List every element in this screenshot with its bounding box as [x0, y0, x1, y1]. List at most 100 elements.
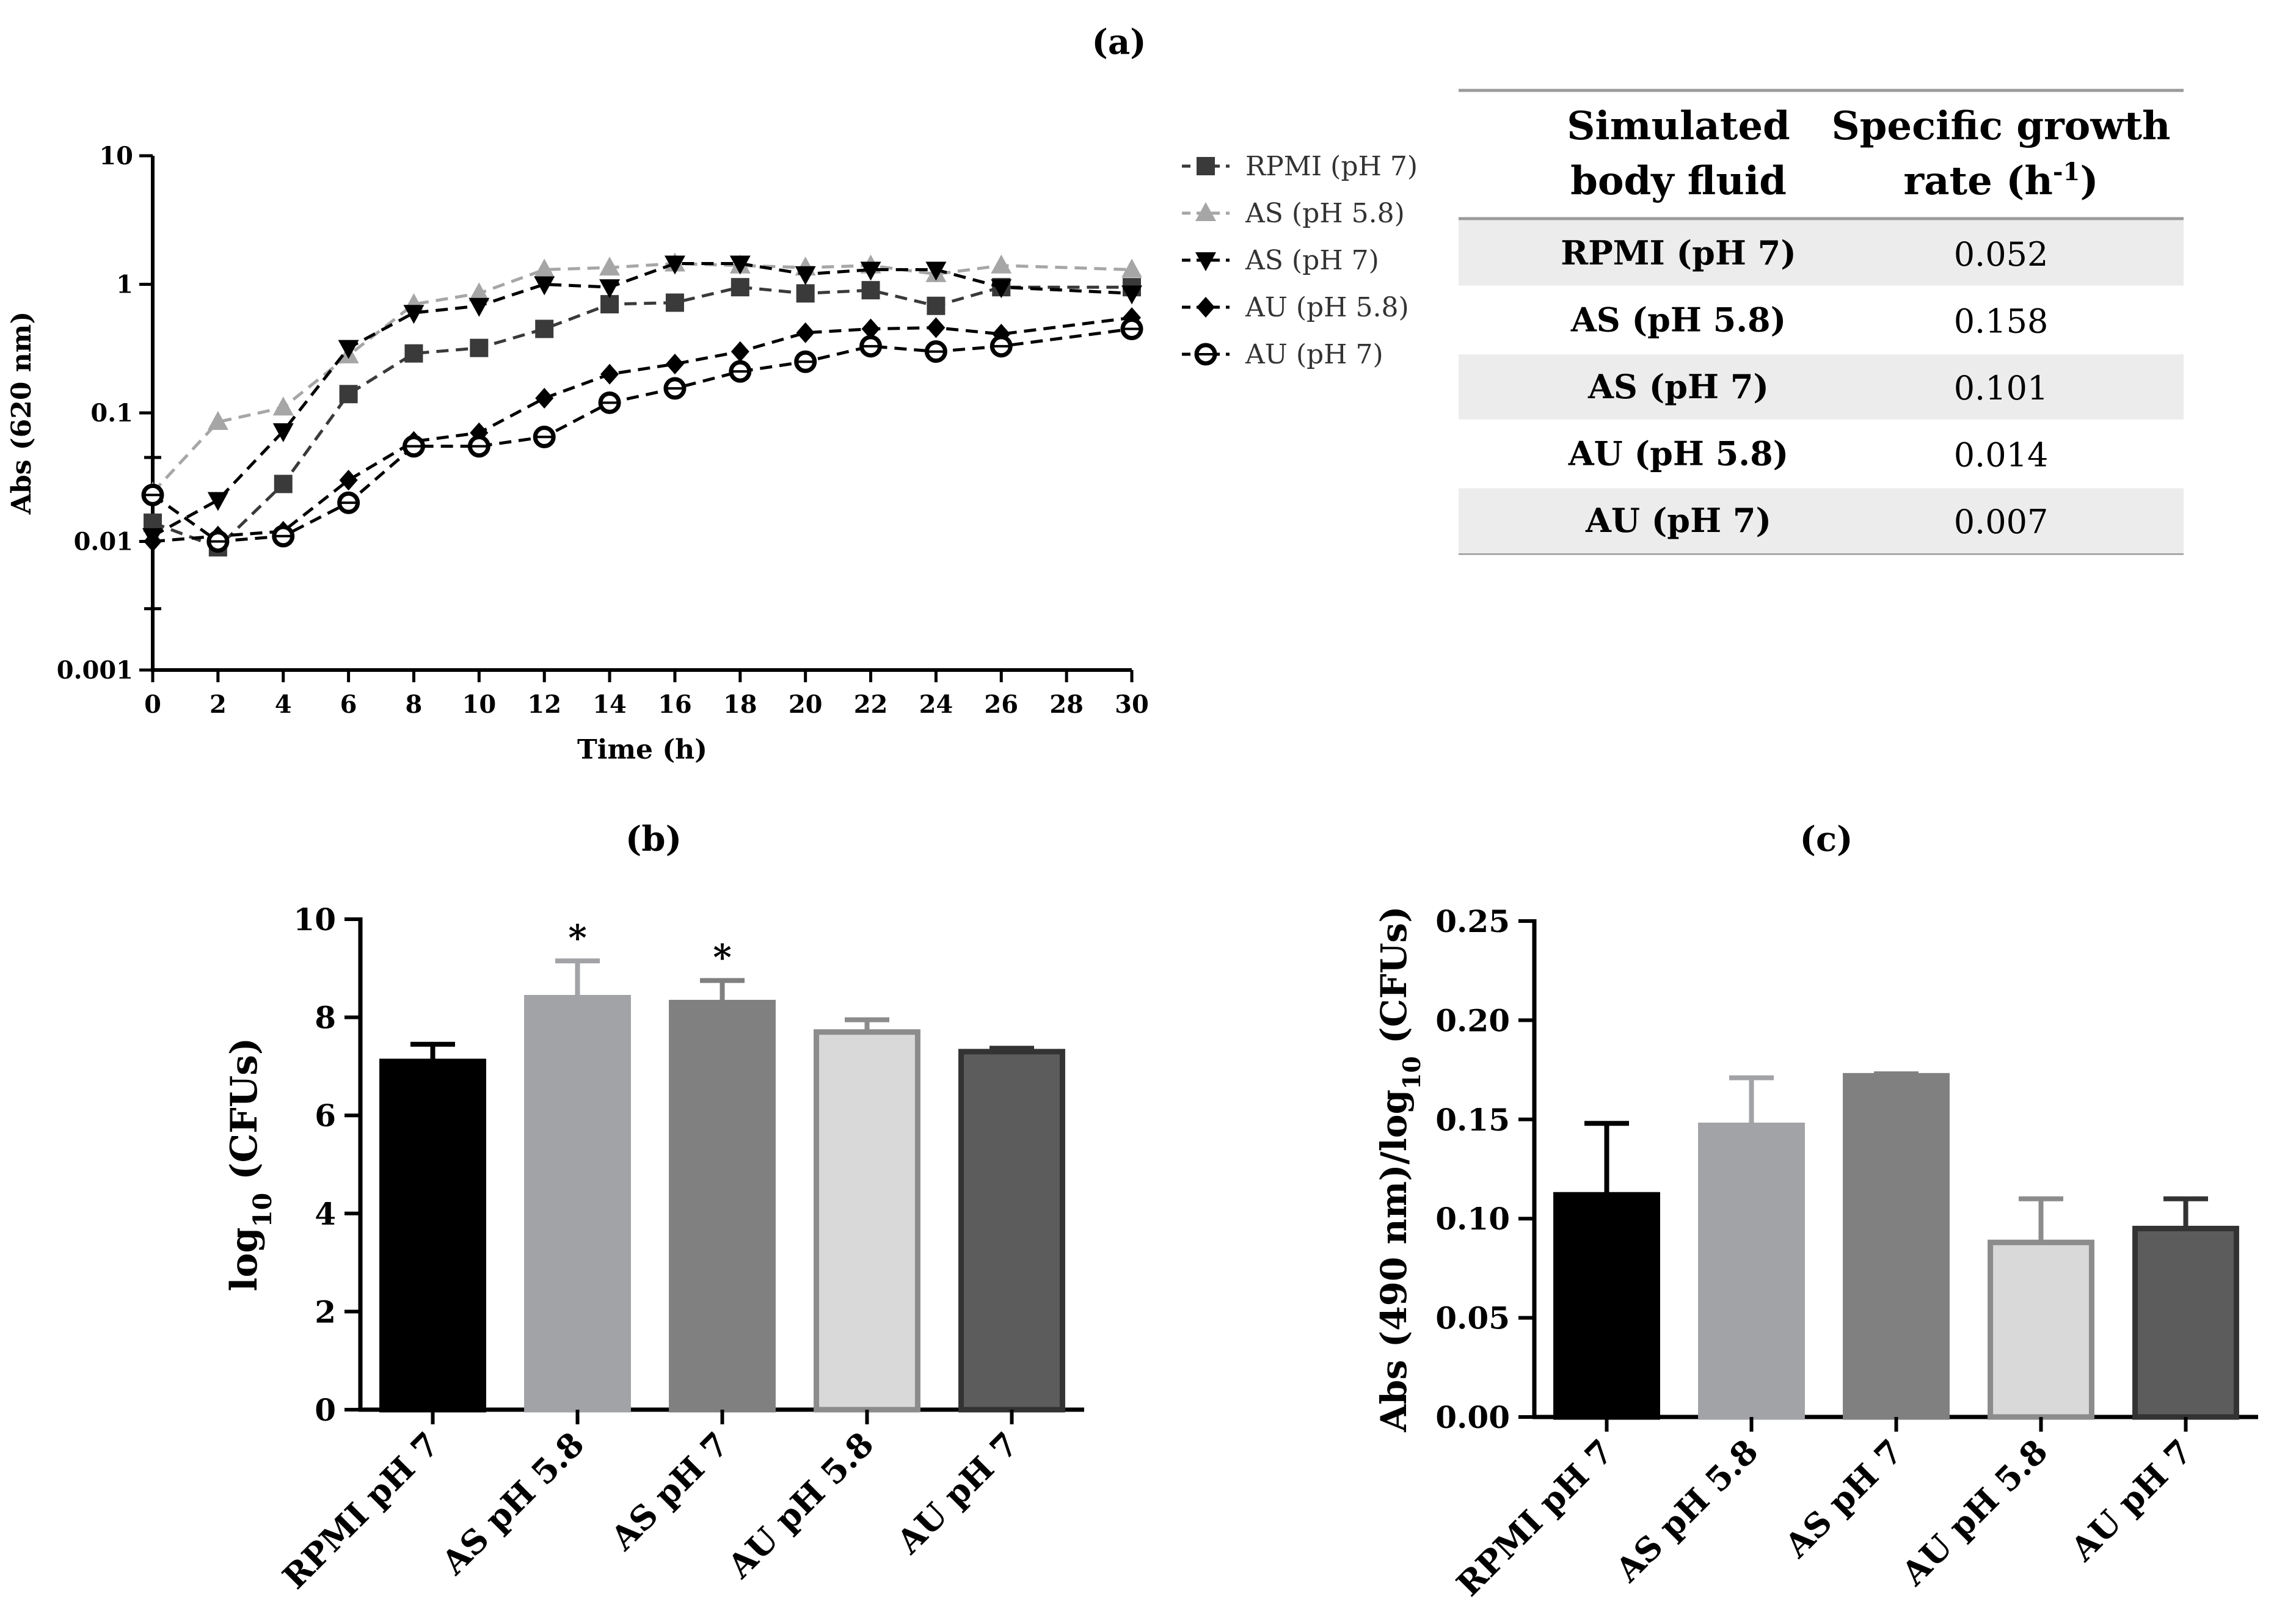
data-point: [534, 258, 555, 278]
legend-label: AU (pH 7): [1245, 339, 1383, 370]
bar: [2132, 1225, 2239, 1420]
data-point: [274, 475, 293, 494]
table-cell-rate: 0.014: [1954, 436, 2049, 475]
y-tick-label: 0: [315, 1392, 336, 1428]
y-tick-label: 6: [315, 1098, 336, 1134]
series-4: [141, 317, 1143, 553]
x-tick-label: AS pH 5.8: [1608, 1432, 1766, 1590]
x-tick-label: AU pH 7: [889, 1424, 1026, 1562]
y-title-subscript: 10: [1398, 1056, 1426, 1090]
data-point: [535, 388, 554, 409]
rate-unit-text: rate (h: [1903, 158, 2053, 204]
table-row-stripe: [1459, 488, 2184, 553]
data-point: [272, 423, 294, 443]
bar: [1553, 1192, 1660, 1420]
table-row: AS (pH 5.8) 0.158: [1570, 300, 2048, 340]
y-title-main: log: [223, 1228, 266, 1292]
data-point: [927, 317, 946, 338]
data-point: [1121, 285, 1142, 305]
series-line: [151, 262, 1132, 494]
table-cell-rate: 0.158: [1954, 302, 2049, 340]
legend-item: AS (pH 5.8): [1182, 198, 1405, 229]
table-header-fluid-line1: Simulated: [1567, 103, 1790, 149]
data-point: [468, 282, 490, 302]
series-line: [151, 327, 1132, 544]
legend-item: RPMI (pH 7): [1182, 151, 1418, 182]
table-cell-rate: 0.007: [1954, 503, 2049, 541]
data-point: [535, 319, 554, 338]
data-point: [207, 492, 228, 511]
data-point: [991, 254, 1012, 274]
x-axis-title: Time (h): [577, 734, 707, 765]
x-tick-label: 4: [275, 690, 292, 719]
bar-group: RPMI pH 7: [1449, 1121, 1660, 1604]
series-line: [151, 262, 1132, 537]
data-point: [1121, 258, 1142, 278]
x-tick-label: 8: [406, 690, 423, 719]
x-tick-label: 14: [592, 690, 627, 719]
y-axis-title: Abs (620 nm): [6, 311, 37, 515]
y-tick-label: 0.25: [1435, 903, 1510, 939]
data-point: [468, 297, 490, 317]
data-point: [665, 293, 684, 312]
y-tick-label: 0.10: [1435, 1201, 1510, 1237]
x-tick-label: AS pH 7: [603, 1424, 737, 1558]
x-tick-label: AU pH 5.8: [1893, 1432, 2055, 1594]
table-cell-rate: 0.101: [1954, 369, 2049, 407]
y-axis-title: log10 (CFUs): [223, 1038, 277, 1292]
y-tick-label: 10: [293, 902, 336, 938]
table-cell-fluid: AU (pH 7): [1585, 501, 1771, 540]
y-title-tail: (CFUs): [223, 1038, 266, 1193]
x-tick-label: 0: [144, 690, 161, 719]
y-tick-label: 0.1: [90, 399, 133, 428]
data-point: [403, 305, 425, 324]
y-title-tail: (CFUs): [1373, 906, 1415, 1056]
legend-marker: [1197, 297, 1215, 318]
x-tick-label: 12: [527, 690, 561, 719]
y-tick-label: 0.00: [1435, 1399, 1510, 1435]
x-tick-label: 18: [723, 690, 757, 719]
data-point: [600, 363, 619, 385]
x-tick-label: 16: [658, 690, 692, 719]
data-point: [338, 340, 359, 359]
data-point: [731, 278, 749, 297]
table-header-fluid-line2: body fluid: [1570, 158, 1787, 204]
data-point: [664, 255, 685, 275]
panel-c-plot-area: 0.00 0.05 0.10 0.15 0.20 0.25 RPMI pH 7AS pH 5…: [1373, 903, 2258, 1604]
table-header-rate-line2: rate (h-1): [1903, 158, 2098, 205]
legend-label: AU (pH 5.8): [1245, 292, 1409, 323]
significance-marker: *: [568, 917, 586, 958]
data-point: [144, 531, 162, 552]
data-point: [927, 296, 946, 315]
data-point: [470, 338, 489, 357]
data-point: [272, 396, 294, 416]
table-cell-fluid: AU (pH 5.8): [1568, 434, 1788, 473]
panel-b-label: (b): [625, 819, 682, 859]
data-point: [861, 318, 880, 340]
bar-group: RPMI pH 7: [275, 1041, 486, 1597]
x-tick-label: AU pH 5.8: [720, 1424, 881, 1586]
bar: [669, 1000, 776, 1413]
x-tick-label: AU pH 7: [2063, 1432, 2200, 1569]
bar: [524, 994, 631, 1413]
legend-item: AS (pH 7): [1182, 245, 1379, 276]
x-tick-label: 28: [1049, 690, 1084, 719]
x-tick-label: 20: [789, 690, 823, 719]
legend-item: AU (pH 5.8): [1182, 292, 1409, 323]
bar: [1698, 1123, 1805, 1420]
x-tick-label: 30: [1115, 690, 1149, 719]
rate-unit-superscript: -1: [2053, 158, 2080, 186]
growth-rate-table: Simulated body fluid Specific growth rate (…: [1459, 89, 2184, 555]
series-2: [142, 255, 1142, 547]
x-tick-label: 6: [340, 690, 357, 719]
table-row-stripe: [1459, 220, 2184, 286]
data-point: [207, 410, 228, 430]
x-tick-label: RPMI pH 7: [1449, 1432, 1621, 1604]
y-tick-label: 0.15: [1435, 1102, 1510, 1138]
x-tick-label: 10: [462, 690, 496, 719]
legend-marker: [1197, 157, 1215, 175]
legend-marker: [1195, 252, 1216, 271]
